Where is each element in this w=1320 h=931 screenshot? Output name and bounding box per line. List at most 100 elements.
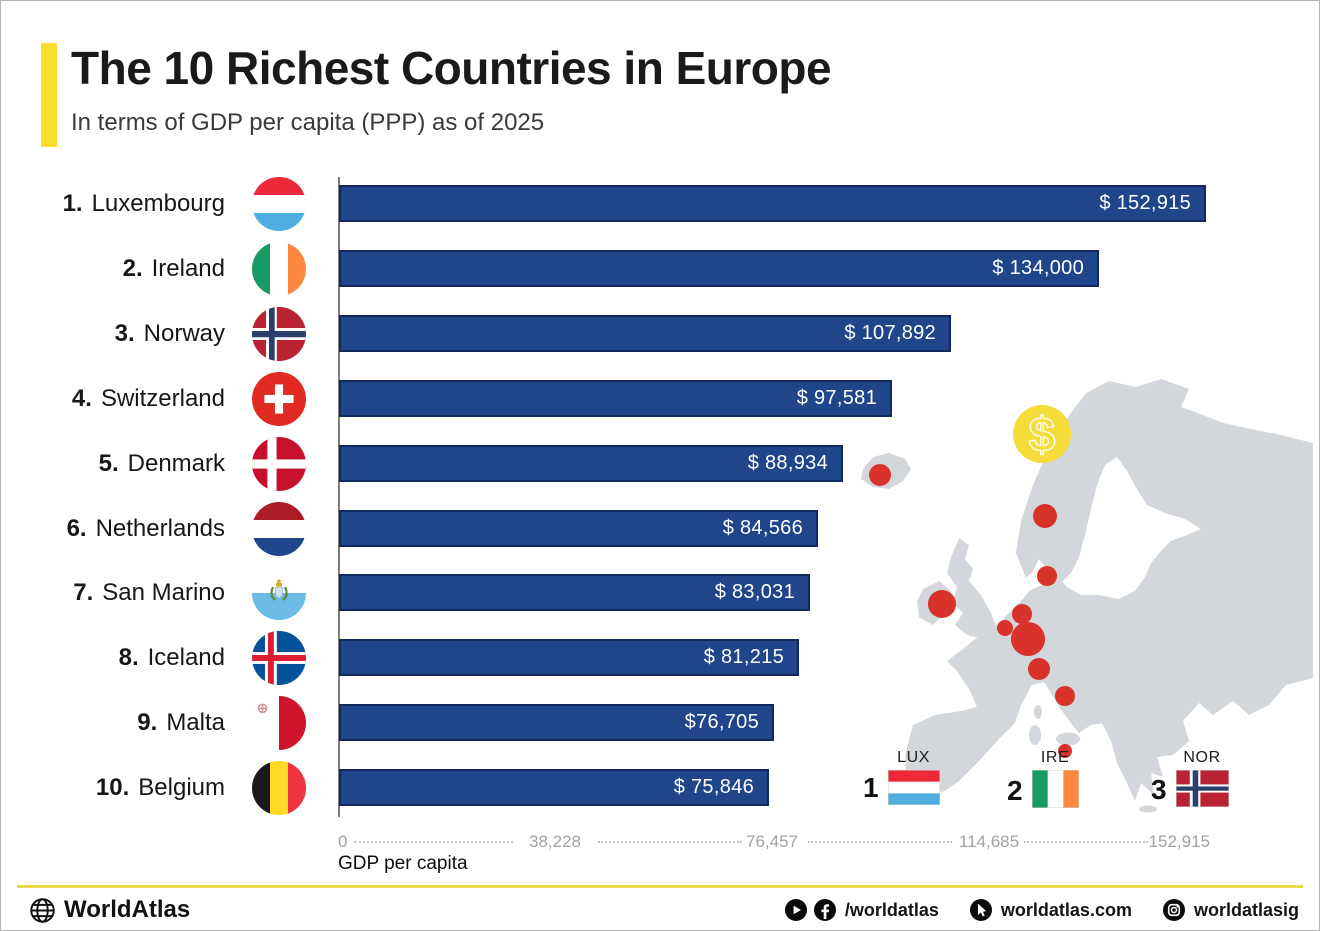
corsica-island <box>1034 705 1042 719</box>
country-dots <box>869 464 1075 758</box>
bar-value-label: $ 75,846 <box>673 776 754 799</box>
map-dot-denmark <box>1037 566 1057 586</box>
chart-row: 7. San Marino $ 83,031 <box>1 566 1319 626</box>
country-row-label: 4. Switzerland <box>1 383 225 414</box>
bar-value-label: $ 83,031 <box>714 581 795 604</box>
sardinia-island <box>1029 725 1041 745</box>
country-name: Belgium <box>138 774 225 802</box>
chart-row: 9. Malta $76,705 <box>1 696 1319 756</box>
chart-row: 2. Ireland $ 134,000 <box>1 241 1319 302</box>
map-dot-luxembourg <box>1011 622 1045 656</box>
page-subtitle: In terms of GDP per capita (PPP) as of 2… <box>71 109 545 136</box>
country-row-label: 5. Denmark <box>1 448 225 479</box>
country-name: Netherlands <box>95 514 225 542</box>
instagram-label: worldatlasig <box>1193 899 1299 920</box>
rank-label: 2. <box>122 254 143 282</box>
legend-country-code: NOR <box>1183 749 1221 766</box>
globe-icon <box>30 897 55 923</box>
rank-label: 8. <box>118 644 139 672</box>
brand-name: WorldAtlas <box>64 896 191 923</box>
bar-value-label: $ 107,892 <box>844 321 936 344</box>
country-name: San Marino <box>102 579 225 607</box>
map-dot-belgium <box>997 620 1013 636</box>
gdp-bar-netherlands: $ 84,566 <box>339 509 818 547</box>
flag-switzerland <box>252 371 306 426</box>
country-name: Ireland <box>151 254 225 282</box>
gdp-bar-denmark: $ 88,934 <box>339 444 843 482</box>
bar-value-label: $ 81,215 <box>703 646 784 669</box>
europe-map: $ <box>861 379 1313 813</box>
sicily-island <box>1056 732 1080 746</box>
x-axis-tick-label: 114,685 <box>958 832 1020 851</box>
page-title: The 10 Richest Countries in Europe <box>71 42 832 94</box>
footer: WorldAtlas /worldatlas worldatlas.com <box>29 894 1299 926</box>
chart-row: 4. Switzerland $ 97,581 <box>1 371 1319 432</box>
rank-label: 10. <box>95 774 130 802</box>
coin-dollar-symbol: $ <box>1029 409 1056 462</box>
flag-iceland <box>252 631 306 686</box>
rank-label: 1. <box>62 190 83 217</box>
flag-ireland <box>252 241 306 296</box>
gdp-bar-ireland: $ 134,000 <box>339 249 1099 287</box>
flag-norway <box>252 306 306 361</box>
legend-rank: 3 <box>1151 774 1167 805</box>
chart-row: 8. Iceland $ 81,215 <box>1 631 1319 691</box>
country-row-label: 8. Iceland <box>1 642 225 673</box>
rank-label: 4. <box>71 384 92 412</box>
country-name: Malta <box>166 709 225 737</box>
map-dot-switzerland <box>1028 658 1050 680</box>
yellow-accent-bar <box>41 43 57 147</box>
map-dot-iceland <box>869 464 891 486</box>
country-name: Norway <box>143 319 225 347</box>
bar-value-label: $ 152,915 <box>1099 192 1191 214</box>
great-britain-island <box>947 538 997 639</box>
country-name: Denmark <box>127 449 225 477</box>
gdp-bar-luxembourg: $ 152,915 <box>339 185 1206 222</box>
social-handle: /worldatlas <box>844 899 939 920</box>
legend-item-lux: 1 LUX <box>863 749 940 805</box>
gdp-bar-malta: $76,705 <box>339 704 774 742</box>
chart-axis-line <box>338 177 340 817</box>
country-row-label: 3. Norway <box>1 318 225 349</box>
legend-rank: 2 <box>1007 775 1023 806</box>
map-dot-ireland <box>928 590 956 618</box>
flag-belgium <box>252 761 306 816</box>
rank-label: 3. <box>114 319 135 347</box>
website-label: worldatlas.com <box>1000 899 1132 920</box>
bar-value-label: $ 84,566 <box>722 516 803 539</box>
chart-row: 5. Denmark $ 88,934 <box>1 436 1319 497</box>
map-dot-netherlands <box>1012 604 1032 624</box>
country-row-label: 9. Malta <box>1 707 225 738</box>
flag-netherlands <box>252 501 306 556</box>
map-dot-malta <box>1058 744 1072 758</box>
country-row-label: 7. San Marino <box>1 577 225 608</box>
flag-denmark <box>252 436 306 491</box>
axis-dotted-leader <box>808 841 952 843</box>
country-name: Switzerland <box>100 384 225 412</box>
cursor-icon <box>969 899 992 921</box>
legend-flag-ireland <box>1031 770 1079 808</box>
map-dot-norway <box>1033 504 1057 528</box>
country-row-label: 6. Netherlands <box>1 513 225 544</box>
brand: WorldAtlas <box>29 896 190 924</box>
country-row-label: 2. Ireland <box>1 253 225 284</box>
gdp-bar-san-marino: $ 83,031 <box>339 574 810 612</box>
legend-rank: 1 <box>863 772 879 803</box>
flag-malta <box>252 696 306 751</box>
youtube-icon <box>784 899 807 921</box>
facebook-icon <box>813 899 836 921</box>
legend-item-nor: 3 NOR <box>1151 749 1229 807</box>
country-row-label: 1. Luxembourg <box>1 188 225 219</box>
flag-luxembourg <box>252 177 306 231</box>
bar-value-label: $ 134,000 <box>992 256 1084 279</box>
europe-landmass <box>861 379 1313 813</box>
footer-separator <box>17 885 1303 888</box>
x-axis-tick-label: 0 <box>338 832 348 851</box>
map-dot-san-marino <box>1055 686 1075 706</box>
country-name: Iceland <box>147 644 225 672</box>
crete-island <box>1139 805 1157 813</box>
axis-dotted-leader <box>1024 841 1148 843</box>
rank-label: 9. <box>137 709 158 737</box>
country-row-label: 10. Belgium <box>1 772 225 803</box>
